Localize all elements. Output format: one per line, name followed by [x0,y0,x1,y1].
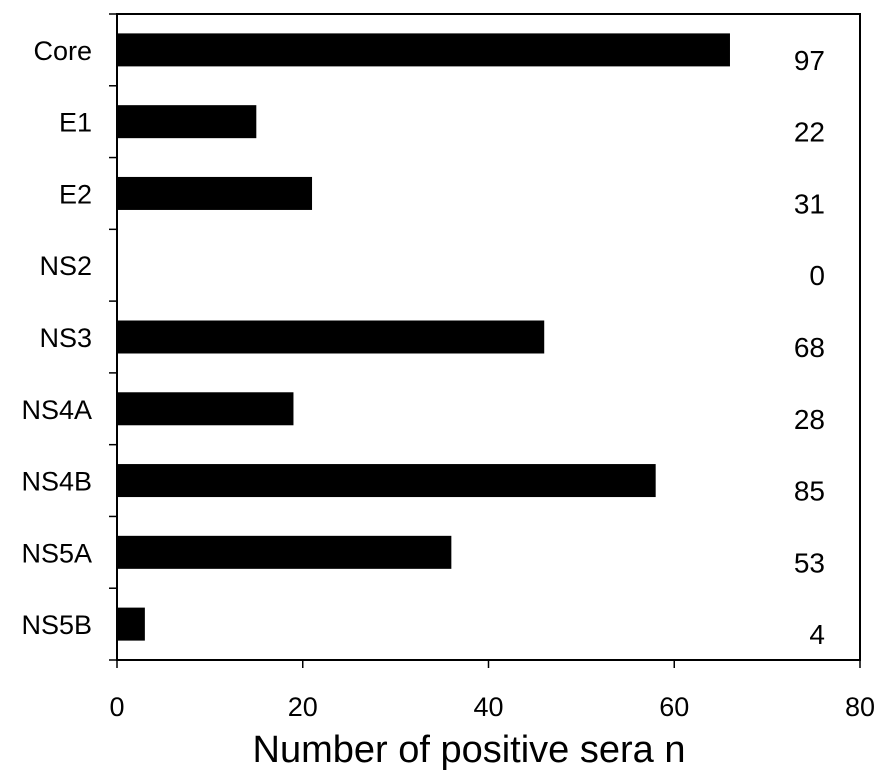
data-label-core: 97 [794,45,825,76]
category-label-core: Core [33,36,92,66]
bar-ns5a [117,535,452,569]
bar-core [117,33,730,67]
category-label-ns5b: NS5B [21,610,92,640]
bar-ns3 [117,320,545,354]
bar-ns5b [117,607,145,641]
data-label-ns3: 68 [794,332,825,363]
x-axis-title: Number of positive sera n [253,729,686,771]
data-labels: 97 22 31 0 68 28 85 53 4 [794,45,825,650]
data-label-ns4b: 85 [794,476,825,507]
category-label-e2: E2 [59,179,92,209]
category-label-ns3: NS3 [39,323,92,353]
bar-ns4b [117,464,656,498]
data-label-ns2: 0 [809,260,825,291]
x-tick-labels: 0 20 40 60 80 [109,692,875,722]
bar-e1 [117,105,257,139]
bar-e2 [117,176,313,210]
x-tick-label: 0 [109,692,124,722]
x-tick-label: 60 [659,692,689,722]
category-label-ns2: NS2 [39,251,92,281]
bars [117,33,730,641]
data-label-ns5a: 53 [794,547,825,578]
data-label-e1: 22 [794,117,825,148]
data-label-ns4a: 28 [794,404,825,435]
category-label-ns4b: NS4B [21,467,92,497]
category-label-ns4a: NS4A [21,395,92,425]
category-label-e1: E1 [59,108,92,138]
bar-ns4a [117,392,294,426]
category-labels: Core E1 E2 NS2 NS3 NS4A NS4B NS5A NS5B [21,36,92,640]
category-label-ns5a: NS5A [21,538,92,568]
x-axis-ticks [116,660,861,668]
x-tick-label: 20 [288,692,318,722]
data-label-ns5b: 4 [809,619,825,650]
y-axis-ticks [109,13,117,661]
x-tick-label: 40 [473,692,503,722]
x-tick-label: 80 [845,692,875,722]
data-label-e2: 31 [794,188,825,219]
